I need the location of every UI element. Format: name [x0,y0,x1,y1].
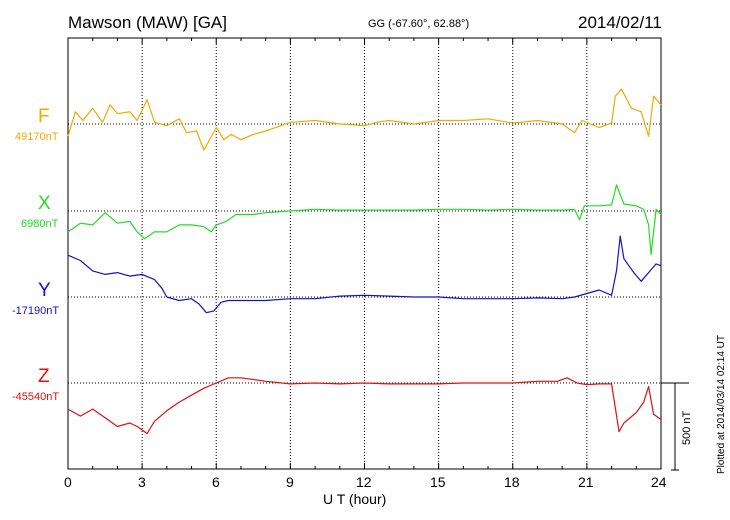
x-tick-label: 15 [430,474,446,490]
series-f-symbol: F [38,106,50,127]
x-tick-label: 9 [286,474,294,490]
series-f-line [67,88,662,151]
x-tick-label: 0 [64,474,72,490]
series-z-symbol: Z [38,366,50,387]
series-y-baseline-label: -17190nT [12,305,60,317]
series-y-symbol: Y [38,280,51,301]
chart-title: Mawson (MAW) [GA] [68,13,227,32]
date-label: 2014/02/11 [578,13,662,32]
series-f-baseline-label: 49170nT [15,131,59,143]
coordinates-label: GG (-67.60°, 62.88°) [368,18,470,30]
x-tick-label: 21 [578,474,594,490]
series-z-baseline-label: -45540nT [12,391,60,403]
plotted-timestamp: Plotted at 2014/03/14 02:14 UT [716,335,727,474]
x-tick-label: 3 [138,474,146,490]
x-axis-label: U T (hour) [323,491,387,507]
x-tick-label: 18 [504,474,520,490]
x-tick-label: 6 [212,474,220,490]
scale-bar-label: 500 nT [681,410,693,445]
series-x-line [67,184,662,256]
series-y-line [67,235,662,314]
series-x-baseline-label: 6980nT [21,218,59,230]
series-x-symbol: X [38,193,51,214]
x-tick-label: 12 [356,474,372,490]
x-tick-label: 24 [651,474,667,490]
series-z-line [67,377,662,435]
